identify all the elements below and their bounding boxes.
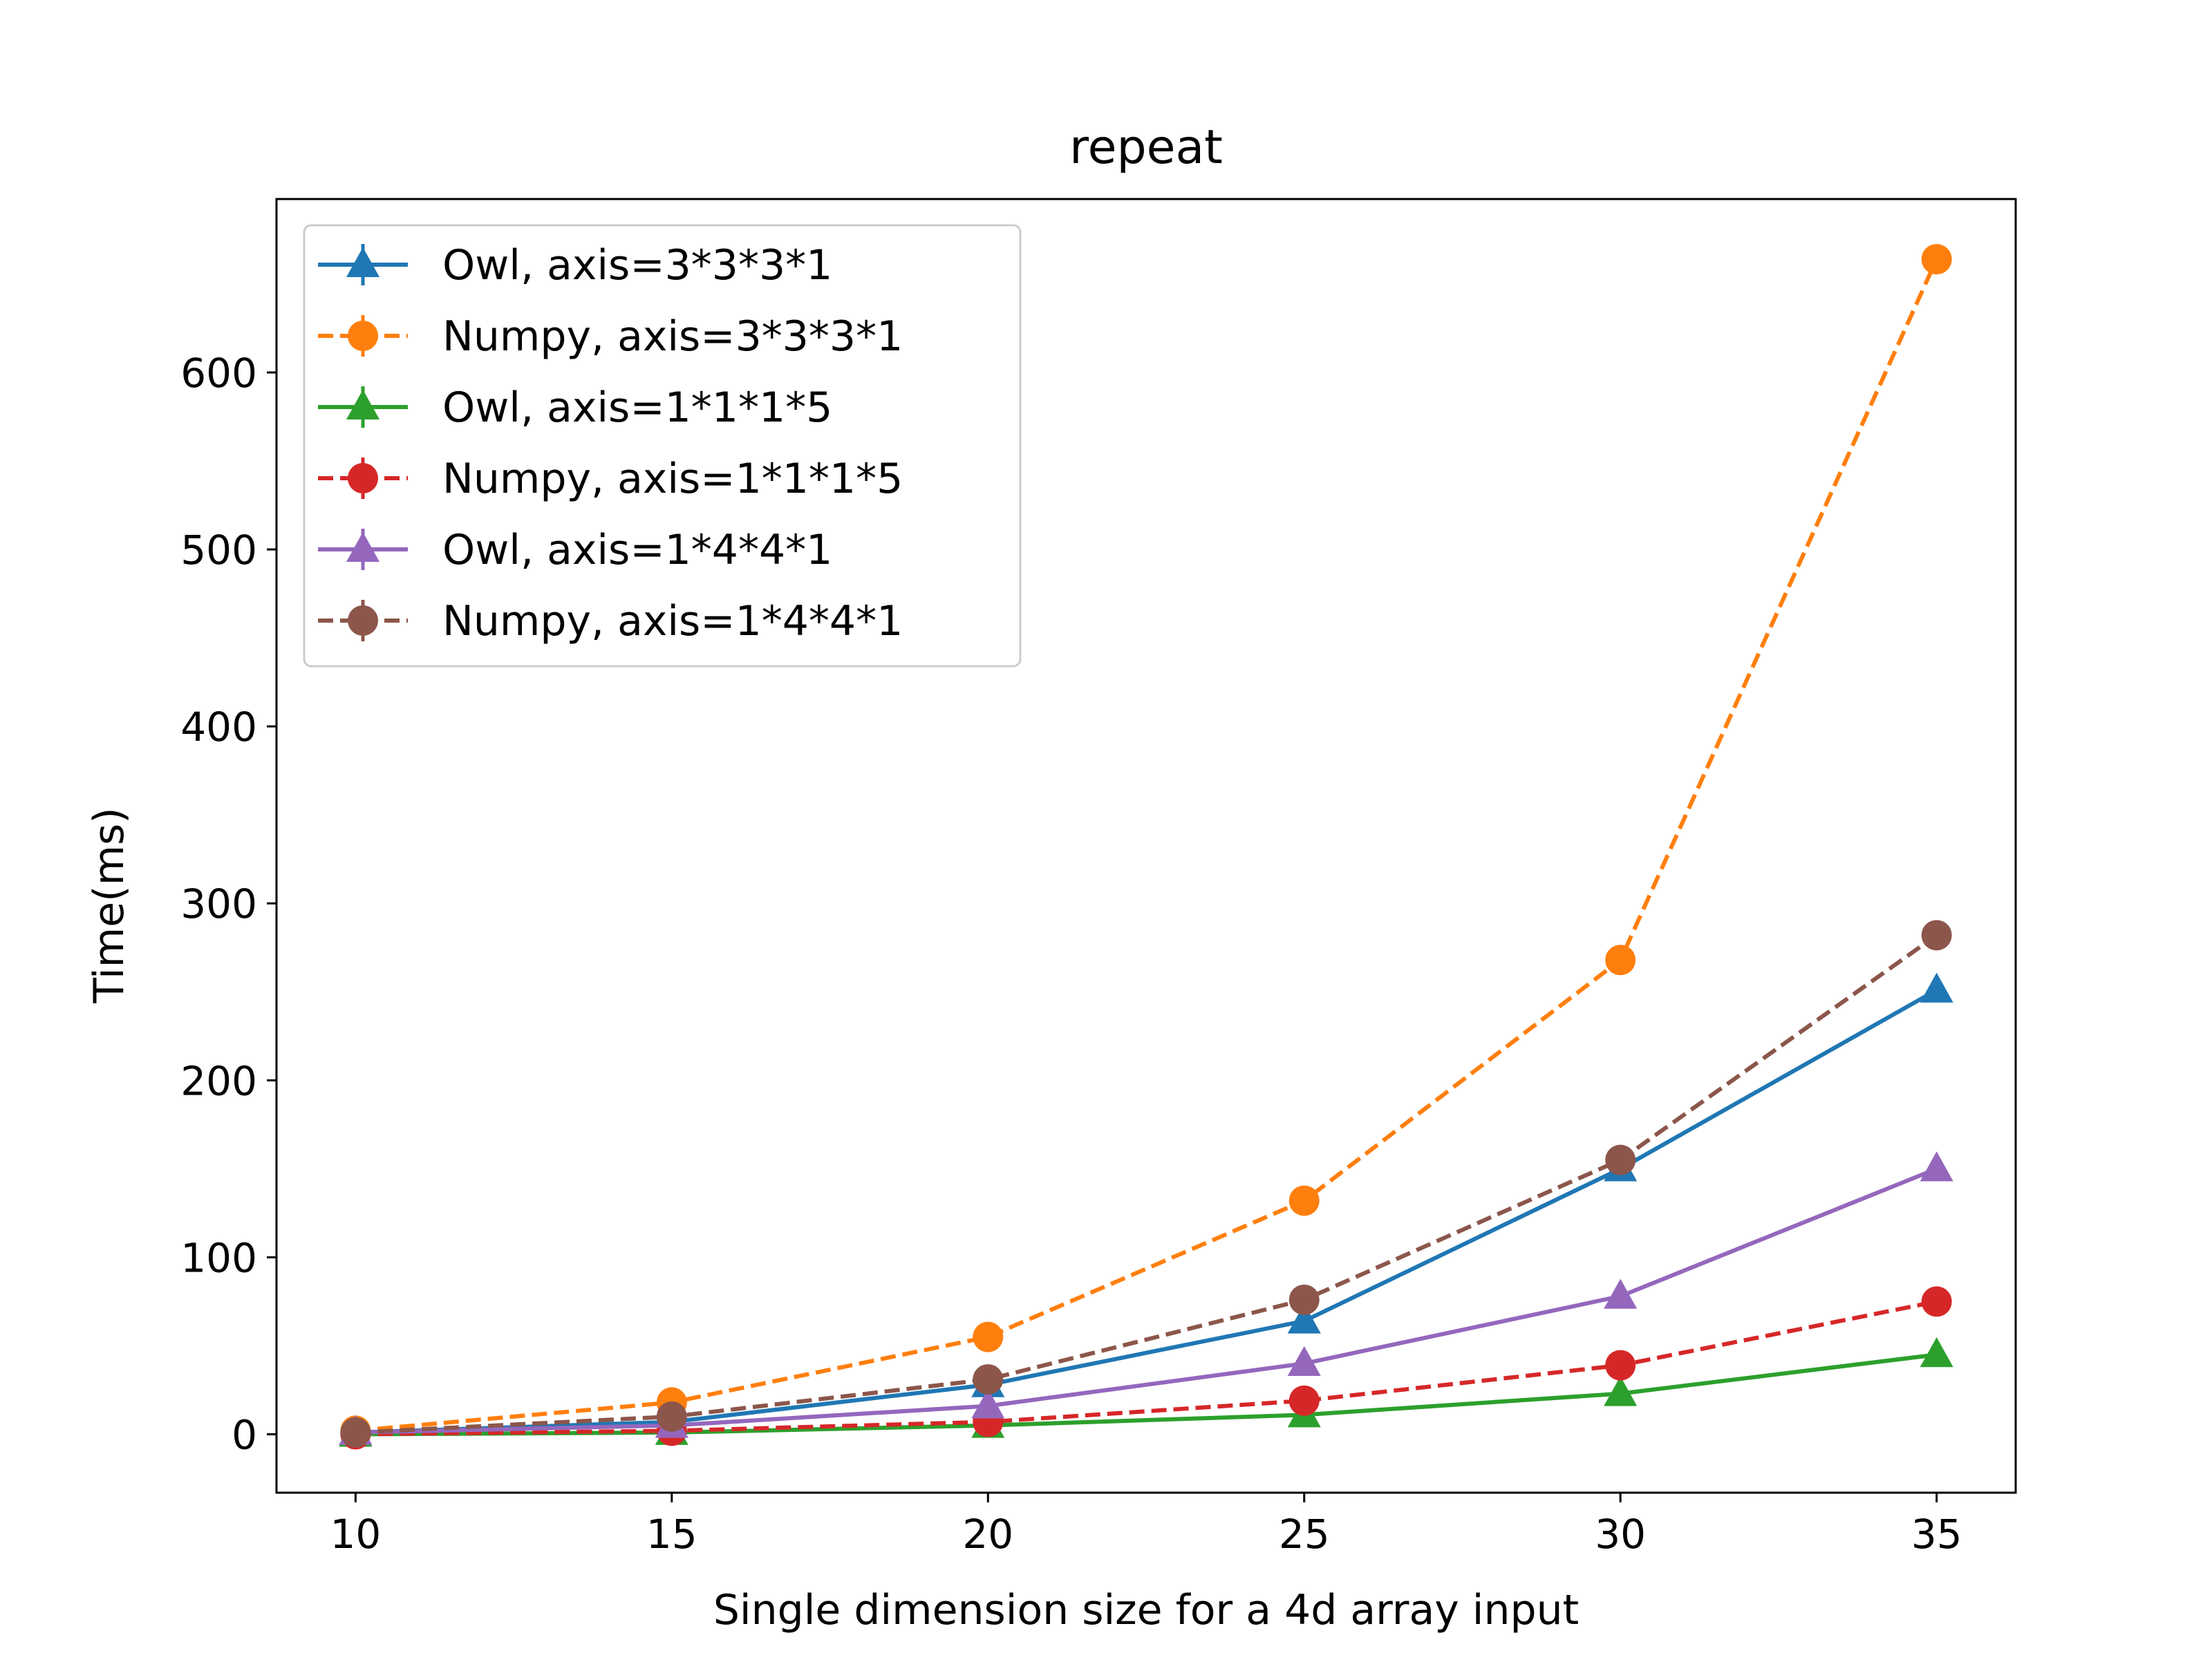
data-point [973,1321,1004,1352]
legend-entry: Owl, axis=3*3*3*1 [318,241,832,290]
x-tick-label: 25 [1279,1511,1330,1558]
data-point [1287,1303,1321,1334]
data-point [1921,1286,1952,1317]
data-point [1288,1284,1320,1315]
legend-marker [346,531,379,562]
data-point [1288,1185,1320,1216]
y-tick-label: 0 [232,1411,257,1458]
series-line [355,988,1938,1435]
x-tick-label: 15 [646,1511,697,1558]
legend-label: Owl, axis=3*3*3*1 [442,241,832,290]
y-tick-label: 200 [180,1057,257,1104]
data-point [656,1401,687,1432]
data-point [1604,1376,1638,1406]
legend-label: Owl, axis=1*4*4*1 [442,526,832,574]
data-point [971,1388,1005,1419]
legend-marker [346,247,379,277]
data-point [1920,972,1953,1003]
legend-label: Numpy, axis=1*4*4*1 [442,597,903,645]
legend-entry: Numpy, axis=3*3*3*1 [318,312,903,361]
legend-box [303,224,1022,668]
x-tick-label: 10 [330,1511,381,1558]
data-point [1604,1278,1638,1309]
x-tick-label: 35 [1911,1511,1962,1558]
data-point [1288,1385,1320,1416]
legend-label: Owl, axis=1*1*1*5 [442,384,832,432]
y-tick-label: 100 [180,1234,257,1281]
series-line [355,258,1939,1433]
data-point [1920,1151,1953,1182]
data-point [1605,1350,1636,1381]
data-point [340,1417,371,1448]
y-tick-label: 300 [180,880,257,927]
data-point [973,1364,1004,1395]
series-line [355,1167,1938,1435]
data-point [1920,1337,1953,1368]
y-tick-label: 400 [180,703,257,750]
legend-entry: Numpy, axis=1*4*4*1 [318,597,903,645]
data-point [1921,244,1952,275]
legend-label: Numpy, axis=3*3*3*1 [442,312,903,361]
data-point [1287,1345,1321,1377]
data-point [1921,920,1952,951]
axis-layer: 10 15 20 25 30 35 0 100 200 300 400 500 600 [180,350,1962,1558]
legend-entry: Owl, axis=1*4*4*1 [318,526,832,574]
data-point [1605,945,1636,976]
data-point [1605,1144,1636,1175]
x-axis-label: Single dimension size for a 4d array inp… [713,1586,1579,1634]
y-tick-label: 500 [180,527,257,574]
series-layer [339,244,1953,1450]
chart-title: repeat [1069,120,1223,175]
plot-frame [275,198,2017,1494]
x-tick-label: 20 [962,1511,1013,1558]
y-tick-label: 600 [180,350,257,397]
series-line [355,1352,1938,1437]
legend: Owl, axis=3*3*3*1 Numpy, axis=3*3*3*1 Owl,… [303,224,1022,668]
legend-marker [348,463,378,493]
legend-entry: Owl, axis=1*1*1*5 [318,384,832,432]
legend-marker [346,389,379,419]
series-line [355,933,1938,1435]
y-axis-label: Time(ms) [85,807,133,1003]
legend-marker [348,605,378,636]
legend-entry: Numpy, axis=1*1*1*5 [318,455,903,503]
series-6 [340,920,1952,1448]
legend-marker [348,321,378,351]
x-tick-label: 30 [1595,1511,1646,1558]
legend-label: Numpy, axis=1*1*1*5 [442,455,903,503]
